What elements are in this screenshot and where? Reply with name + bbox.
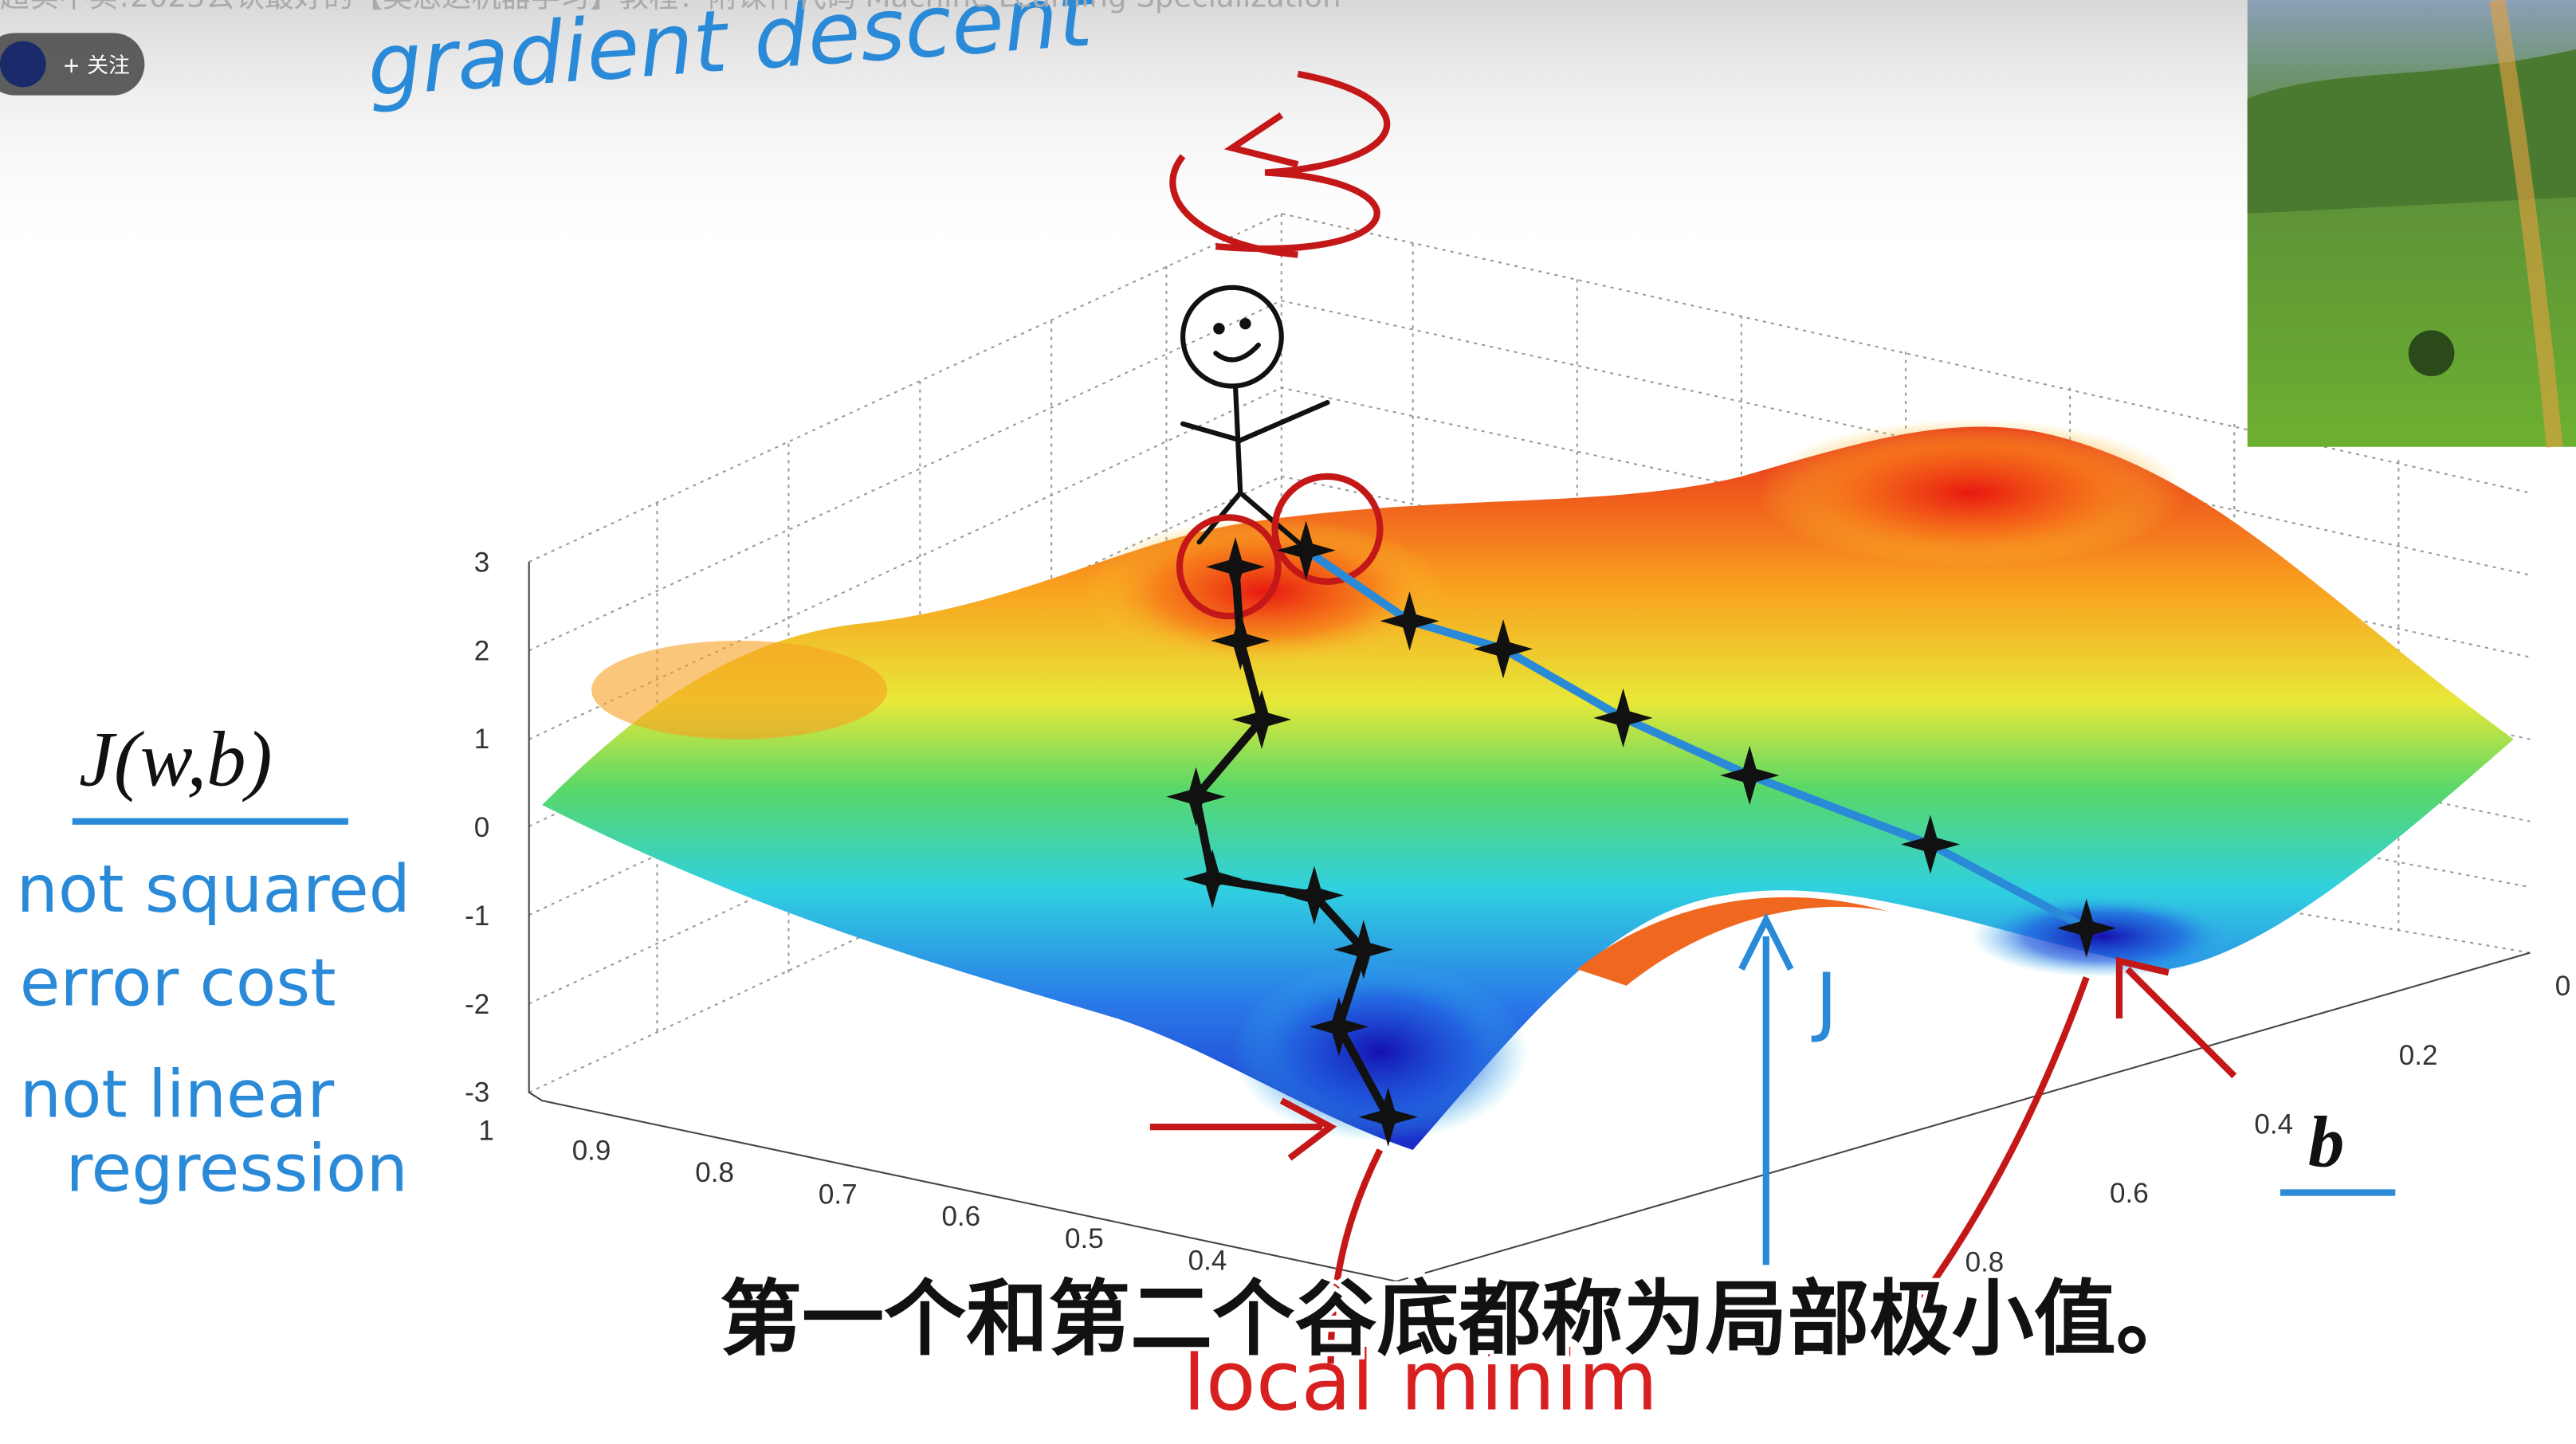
z-tick-label: 0 (474, 812, 489, 843)
axis-ticks: 3 2 1 0 -1 -2 -3 1 0.9 0.8 0.7 0.6 0.5 0.4 0 0.2 0.4 0.6 0… (465, 547, 2570, 1277)
thumbnail (2247, 0, 2576, 448)
step-star (1333, 920, 1393, 979)
follow-control[interactable]: + 关注 (0, 33, 145, 96)
stick-figure (1180, 284, 1330, 545)
follow-button[interactable]: + 关注 (62, 53, 130, 78)
b-tick-label: 0 (2555, 971, 2570, 1002)
step-star (1720, 745, 1780, 806)
cost-surface (542, 418, 2514, 1150)
note: not squared (17, 851, 410, 928)
header-shade (0, 0, 2576, 263)
avatar[interactable] (0, 41, 46, 88)
step-star (1166, 767, 1226, 826)
b-tick-label: 0.6 (2110, 1178, 2149, 1209)
b-axis-label: b (2308, 1102, 2344, 1183)
subtitle: 第一个和第二个谷底都称为局部极小值。 (720, 1271, 2198, 1367)
w-tick-label: 0.8 (695, 1157, 734, 1188)
bottom-label: local minim (1183, 1334, 1658, 1430)
step-star (1276, 520, 1336, 580)
note: regression (65, 1130, 407, 1207)
note: not linear (20, 1057, 335, 1133)
step-star (1358, 1087, 1418, 1147)
step-star (1211, 610, 1270, 671)
arrow-label: J (1812, 957, 1838, 1045)
z-tick-label: -3 (465, 1077, 489, 1109)
w-tick-label: 0.5 (1065, 1223, 1104, 1254)
step-star (1231, 689, 1292, 750)
w-tick-label: 0.6 (941, 1201, 980, 1232)
b-tick-label: 0.4 (2254, 1109, 2293, 1140)
z-tick-label: -1 (465, 901, 489, 932)
b-tick-label: 0.8 (1965, 1246, 2005, 1277)
step-star (2056, 898, 2116, 958)
step-star (1309, 997, 1368, 1057)
z-tick-label: 1 (474, 724, 489, 755)
red-annotations (1149, 70, 2237, 1364)
note: error cost (20, 945, 336, 1022)
z-tick-label: 3 (474, 547, 489, 578)
w-tick-label: 0.4 (1188, 1245, 1227, 1276)
step-star (1900, 814, 1961, 874)
step-star (1205, 537, 1266, 597)
step-star (1284, 865, 1345, 925)
cost-label: J(w,b) (79, 716, 273, 802)
w-tick-label: 1 (478, 1116, 493, 1147)
step-star (1473, 619, 1533, 679)
step-star (1380, 591, 1439, 651)
z-tick-label: 2 (474, 635, 489, 666)
b-tick-label: 0.2 (2399, 1040, 2438, 1071)
step-star (1183, 849, 1243, 908)
w-tick-label: 0.9 (572, 1135, 611, 1166)
z-tick-label: -2 (465, 989, 489, 1020)
blue-arrow (1738, 912, 1794, 1265)
step-star (1593, 688, 1653, 748)
video-title: 超实不实!2023公认最好的【吴恩达机器学习】教程！附课件代码 Machine … (0, 0, 1341, 14)
axis-lines (528, 562, 2531, 1282)
w-tick-label: 0.7 (819, 1179, 858, 1211)
descent-steps (1166, 520, 2116, 1147)
